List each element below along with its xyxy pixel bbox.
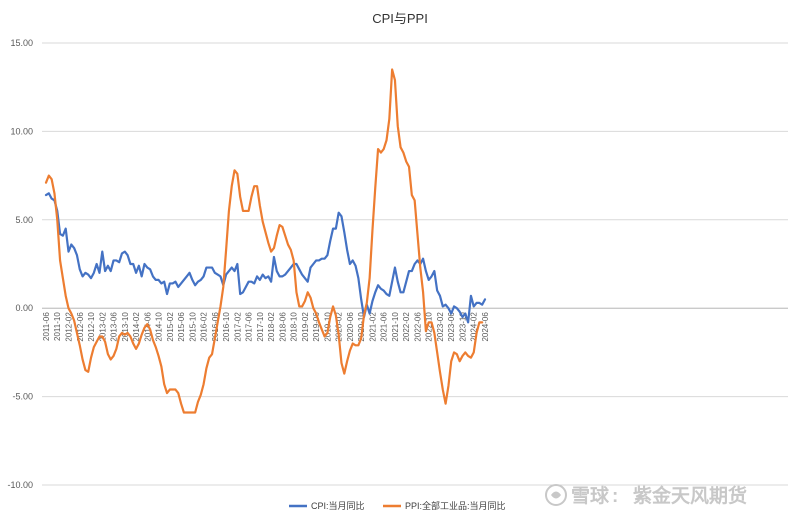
x-tick-label: 2017-06 (245, 312, 254, 342)
snowball-logo-icon (545, 484, 567, 506)
x-tick-label: 2021-06 (380, 312, 389, 342)
x-tick-label: 2012-02 (65, 312, 74, 342)
x-tick-label: 2016-02 (200, 312, 209, 342)
x-tick-label: 2020-06 (346, 312, 355, 342)
x-tick-label: 2017-10 (256, 312, 265, 342)
legend: CPI:当月同比 PPI:全部工业品:当月同比 (289, 500, 506, 511)
legend-label-cpi: CPI:当月同比 (311, 500, 365, 511)
y-tick-label: 5.00 (15, 215, 33, 225)
x-tick-label: 2011-10 (53, 312, 62, 341)
watermark-separator: : (612, 486, 618, 507)
y-tick-label: 10.00 (10, 126, 33, 136)
x-tick-label: 2012-10 (87, 312, 96, 342)
y-tick-label: 0.00 (15, 303, 33, 313)
series-line-ppi (44, 68, 484, 414)
x-tick-label: 2024-06 (481, 312, 490, 342)
x-tick-label: 2023-06 (447, 312, 456, 342)
series-line-cpi (44, 192, 487, 324)
x-tick-label: 2022-06 (413, 312, 422, 342)
x-tick-label: 2022-10 (425, 312, 434, 342)
x-tick-label: 2018-02 (267, 312, 276, 342)
x-tick-label: 2016-10 (222, 312, 231, 342)
x-tick-label: 2020-02 (335, 312, 344, 342)
x-tick-label: 2024-02 (470, 312, 479, 342)
x-tick-label: 2021-02 (368, 312, 377, 342)
x-tick-label: 2015-06 (177, 312, 186, 342)
watermark: 雪球 : 紫金天风期货 (545, 484, 747, 507)
x-tick-label: 2023-02 (436, 312, 445, 342)
x-tick-label: 2015-02 (166, 312, 175, 342)
watermark-brand: 雪球 (571, 484, 610, 507)
legend-label-ppi: PPI:全部工业品:当月同比 (405, 500, 506, 511)
x-tick-label: 2018-06 (278, 312, 287, 342)
x-tick-label: 2011-06 (42, 312, 51, 341)
y-axis: 15.00 10.00 5.00 0.00 -5.00 -10.00 (7, 38, 33, 490)
x-tick-label: 2013-10 (121, 312, 130, 342)
x-tick-label: 2016-06 (211, 312, 220, 342)
x-tick-label: 2018-10 (290, 312, 299, 342)
watermark-author: 紫金天风期货 (633, 484, 747, 507)
series-group (44, 68, 487, 414)
chart-title: CPI与PPI (372, 11, 428, 26)
x-tick-label: 2014-10 (155, 312, 164, 342)
x-tick-label: 2017-02 (233, 312, 242, 342)
x-tick-label: 2019-06 (312, 312, 321, 342)
x-tick-label: 2023-10 (458, 312, 467, 342)
x-tick-label: 2015-10 (188, 312, 197, 342)
x-tick-label: 2022-02 (402, 312, 411, 342)
x-tick-label: 2012-06 (76, 312, 85, 342)
y-tick-label: -10.00 (7, 480, 33, 490)
y-tick-label: -5.00 (12, 392, 33, 402)
x-axis: 2011-06 2011-10 2012-02 2012-06 2012-10 2013-… (42, 307, 788, 342)
x-tick-label: 2013-06 (110, 312, 119, 342)
y-tick-label: 15.00 (10, 38, 33, 48)
x-tick-label: 2019-02 (301, 312, 310, 342)
x-tick-label: 2014-02 (132, 312, 141, 342)
x-tick-label: 2013-02 (98, 312, 107, 342)
x-tick-label: 2021-10 (391, 312, 400, 342)
